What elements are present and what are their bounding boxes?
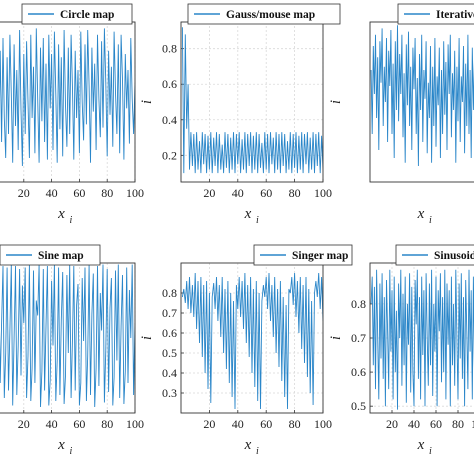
y-tick-label: 0.8 [351, 297, 366, 311]
y-tick-label: 0.4 [162, 366, 177, 380]
x-tick-label: 100 [314, 417, 332, 431]
series-line-1 [0, 264, 135, 408]
x-tick-label: 100 [126, 417, 144, 431]
legend-box [397, 3, 474, 25]
x-axis-label-subscript: i [70, 446, 73, 457]
y-tick-label: 0.7 [162, 306, 177, 320]
x-tick-label: 80 [452, 417, 464, 431]
x-tick-label: 40 [408, 417, 420, 431]
x-tick-label: 40 [46, 186, 58, 200]
legend-label: Sinusoidal map [434, 250, 474, 262]
legend: Sinusoidal map [395, 244, 474, 266]
legend: Iterative map [397, 3, 474, 25]
x-tick-label: 60 [260, 186, 272, 200]
series-line-1 [181, 272, 323, 410]
y-tick-label: 0.3 [162, 386, 177, 400]
x-tick-label: 40 [232, 186, 244, 200]
legend: Singer map [253, 244, 353, 266]
series-line-1 [0, 28, 135, 167]
y-tick-label: 0.6 [162, 326, 177, 340]
legend-box [21, 3, 133, 25]
x-tick-label: 80 [289, 417, 301, 431]
y-axis-label: i [328, 336, 344, 340]
x-tick-label: 20 [203, 417, 215, 431]
series-line-1 [181, 27, 323, 174]
x-axis-label-subscript: i [256, 215, 259, 226]
y-axis-label: i [139, 336, 155, 340]
legend-box [253, 244, 353, 266]
legend-box [395, 244, 474, 266]
legend: Sine map [0, 244, 101, 266]
x-tick-label: 60 [430, 417, 442, 431]
series-line-1 [370, 269, 474, 410]
plot-frame [180, 262, 324, 414]
y-tick-label: 0.6 [351, 365, 366, 379]
x-tick-label: 40 [46, 417, 58, 431]
x-tick-label: 60 [260, 417, 272, 431]
x-tick-label: 100 [126, 186, 144, 200]
y-tick-label: 0.5 [162, 346, 177, 360]
x-tick-label: 80 [101, 417, 113, 431]
x-axis-label: x [57, 206, 65, 222]
x-axis-label: x [417, 206, 425, 222]
legend-label: Circle map [60, 9, 114, 21]
legend-label: Iterative map [436, 9, 474, 21]
plot-frame [180, 21, 324, 183]
x-axis-label: x [417, 437, 425, 453]
x-tick-label: 100 [471, 417, 474, 431]
y-tick-label: 0.8 [162, 42, 177, 56]
x-axis-label: x [244, 206, 252, 222]
x-tick-label: 60 [73, 186, 85, 200]
x-tick-label: 80 [101, 186, 113, 200]
x-axis-label-subscript: i [256, 446, 259, 457]
x-tick-label: 20 [203, 186, 215, 200]
x-tick-label: 60 [73, 417, 85, 431]
y-tick-label: 0.2 [162, 148, 177, 162]
x-tick-label: 80 [289, 186, 301, 200]
y-tick-label: 0.7 [351, 331, 366, 345]
x-axis-label-subscript: i [429, 446, 432, 457]
x-axis-label-subscript: i [70, 215, 73, 226]
y-tick-label: 0.4 [162, 113, 177, 127]
legend: Circle map [21, 3, 133, 25]
legend-label: Gauss/mouse map [226, 9, 315, 21]
y-axis-label: i [328, 100, 344, 104]
x-tick-label: 20 [18, 417, 30, 431]
x-tick-label: 100 [314, 186, 332, 200]
chart-panel-4: 20 40 60 80 100 x i Sine map [0, 244, 144, 457]
x-axis-label-subscript: i [429, 215, 432, 226]
legend-box [187, 3, 341, 25]
y-tick-label: 0.5 [351, 399, 366, 413]
chart-panel-1: 20 40 60 80 100 x i Circle map [0, 3, 144, 226]
x-tick-label: 20 [18, 186, 30, 200]
series-line-1 [370, 25, 474, 167]
x-axis-label: x [244, 437, 252, 453]
legend: Gauss/mouse map [187, 3, 341, 25]
x-tick-label: 20 [386, 417, 398, 431]
legend-label: Sine map [38, 250, 84, 262]
y-axis-label: i [139, 100, 155, 104]
x-tick-label: 40 [232, 417, 244, 431]
y-tick-label: 0.6 [162, 77, 177, 91]
legend-label: Singer map [292, 250, 348, 262]
x-axis-label: x [57, 437, 65, 453]
legend-box [0, 244, 101, 266]
y-tick-label: 0.8 [162, 286, 177, 300]
